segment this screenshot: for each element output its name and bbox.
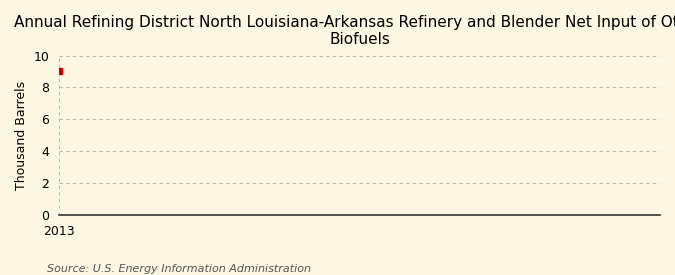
Text: Source: U.S. Energy Information Administration: Source: U.S. Energy Information Administ… [47,264,311,274]
Y-axis label: Thousand Barrels: Thousand Barrels [15,81,28,190]
Title: Annual Refining District North Louisiana-Arkansas Refinery and Blender Net Input: Annual Refining District North Louisiana… [14,15,675,47]
